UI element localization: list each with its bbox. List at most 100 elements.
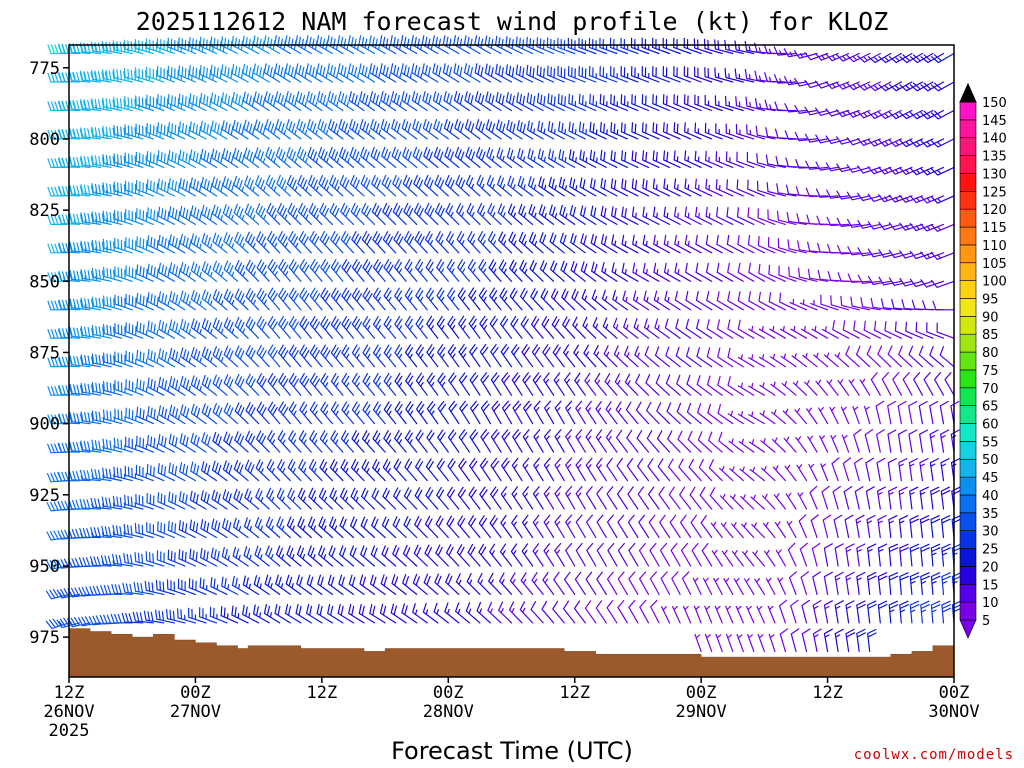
wind-barb xyxy=(340,231,355,254)
wind-barb xyxy=(826,379,839,396)
wind-barb xyxy=(726,234,744,254)
colorbar-swatch xyxy=(959,280,977,299)
wind-barb xyxy=(89,585,112,596)
wind-barb xyxy=(404,458,418,482)
wind-barb xyxy=(626,458,639,482)
wind-barb xyxy=(809,485,818,510)
wind-barb xyxy=(256,231,270,254)
wind-barb xyxy=(58,242,81,254)
wind-barb xyxy=(538,176,555,197)
wind-barb xyxy=(888,543,899,567)
wind-barb xyxy=(288,430,302,453)
wind-barb xyxy=(47,72,70,83)
wind-barb xyxy=(517,148,534,168)
wind-barb xyxy=(853,457,863,482)
wind-barb xyxy=(604,373,618,396)
wind-barb xyxy=(542,344,555,368)
wind-barb xyxy=(380,91,397,112)
wind-barb xyxy=(643,290,660,311)
wind-barb xyxy=(521,514,534,539)
wind-barb xyxy=(286,174,302,197)
wind-barb xyxy=(522,372,534,396)
wind-barb xyxy=(393,458,407,482)
colorbar-label: 110 xyxy=(982,239,1007,254)
wind-barb xyxy=(242,35,260,55)
wind-barb xyxy=(565,514,576,539)
wind-barb xyxy=(223,374,239,396)
wind-barb xyxy=(536,92,555,112)
wind-barb xyxy=(694,178,713,197)
wind-barb xyxy=(309,259,323,282)
wind-barb xyxy=(114,323,133,339)
wind-barb xyxy=(867,109,892,119)
colorbar-label: 40 xyxy=(982,489,999,504)
wind-barb xyxy=(351,401,365,425)
wind-barb xyxy=(748,382,765,396)
wind-barb xyxy=(501,457,513,482)
wind-barb xyxy=(714,605,723,624)
wind-barb xyxy=(498,259,513,282)
wind-barb xyxy=(553,372,565,396)
wind-barb xyxy=(668,486,681,510)
wind-barb xyxy=(319,430,333,453)
wind-barb xyxy=(631,122,650,140)
wind-barb xyxy=(774,101,797,112)
wind-barb xyxy=(531,316,544,339)
wind-barb xyxy=(103,324,123,339)
wind-barb xyxy=(168,234,186,254)
wind-barb xyxy=(757,208,776,225)
wind-barb xyxy=(360,545,376,567)
wind-barb xyxy=(599,37,618,55)
wind-barb xyxy=(253,604,270,624)
wind-barb xyxy=(426,372,439,396)
wind-barb xyxy=(663,206,681,225)
wind-barb xyxy=(748,439,765,453)
wind-barb xyxy=(488,572,502,595)
wind-barb xyxy=(509,572,523,595)
wind-barb xyxy=(639,571,650,595)
wind-barb xyxy=(727,319,744,339)
wind-barb xyxy=(749,466,765,482)
wind-barb xyxy=(47,215,70,225)
wind-barb xyxy=(424,515,439,539)
colorbar-swatch xyxy=(959,351,977,371)
wind-barb xyxy=(695,262,713,282)
wind-barb xyxy=(307,516,323,539)
wind-barb xyxy=(950,429,960,453)
wind-barb xyxy=(369,574,386,595)
wind-barb xyxy=(370,119,386,140)
wind-barb xyxy=(146,179,165,197)
wind-barb xyxy=(223,402,239,425)
wind-barb xyxy=(275,574,291,595)
wind-barb xyxy=(748,262,765,282)
wind-barb xyxy=(771,409,786,425)
wind-barb xyxy=(877,600,888,624)
wind-barb xyxy=(690,514,702,539)
wind-barb xyxy=(735,96,755,112)
wind-barb xyxy=(394,429,407,453)
wind-barb xyxy=(515,64,534,83)
wind-barb xyxy=(348,91,365,112)
wind-barb xyxy=(600,205,618,225)
wind-barb xyxy=(714,67,734,83)
wind-barb xyxy=(887,345,902,368)
wind-barb xyxy=(757,633,765,652)
wind-barb xyxy=(458,429,470,453)
wind-barb xyxy=(781,381,797,396)
wind-barb xyxy=(706,319,723,339)
wind-barb xyxy=(276,487,291,510)
wind-barb xyxy=(274,63,291,83)
wind-barb xyxy=(267,259,281,282)
wind-barb xyxy=(856,628,866,652)
wind-barb xyxy=(157,150,175,168)
chart-title: 2025112612 NAM forecast wind profile (kt… xyxy=(136,7,889,36)
wind-barb xyxy=(594,372,607,396)
wind-barb xyxy=(390,603,407,624)
wind-barb xyxy=(358,63,376,83)
wind-barb xyxy=(245,373,260,396)
wind-barb xyxy=(58,442,81,453)
wind-barb xyxy=(47,386,70,396)
wind-barb xyxy=(135,493,154,510)
credit-text[interactable]: coolwx.com/models xyxy=(854,747,1014,763)
wind-barb xyxy=(865,486,875,510)
